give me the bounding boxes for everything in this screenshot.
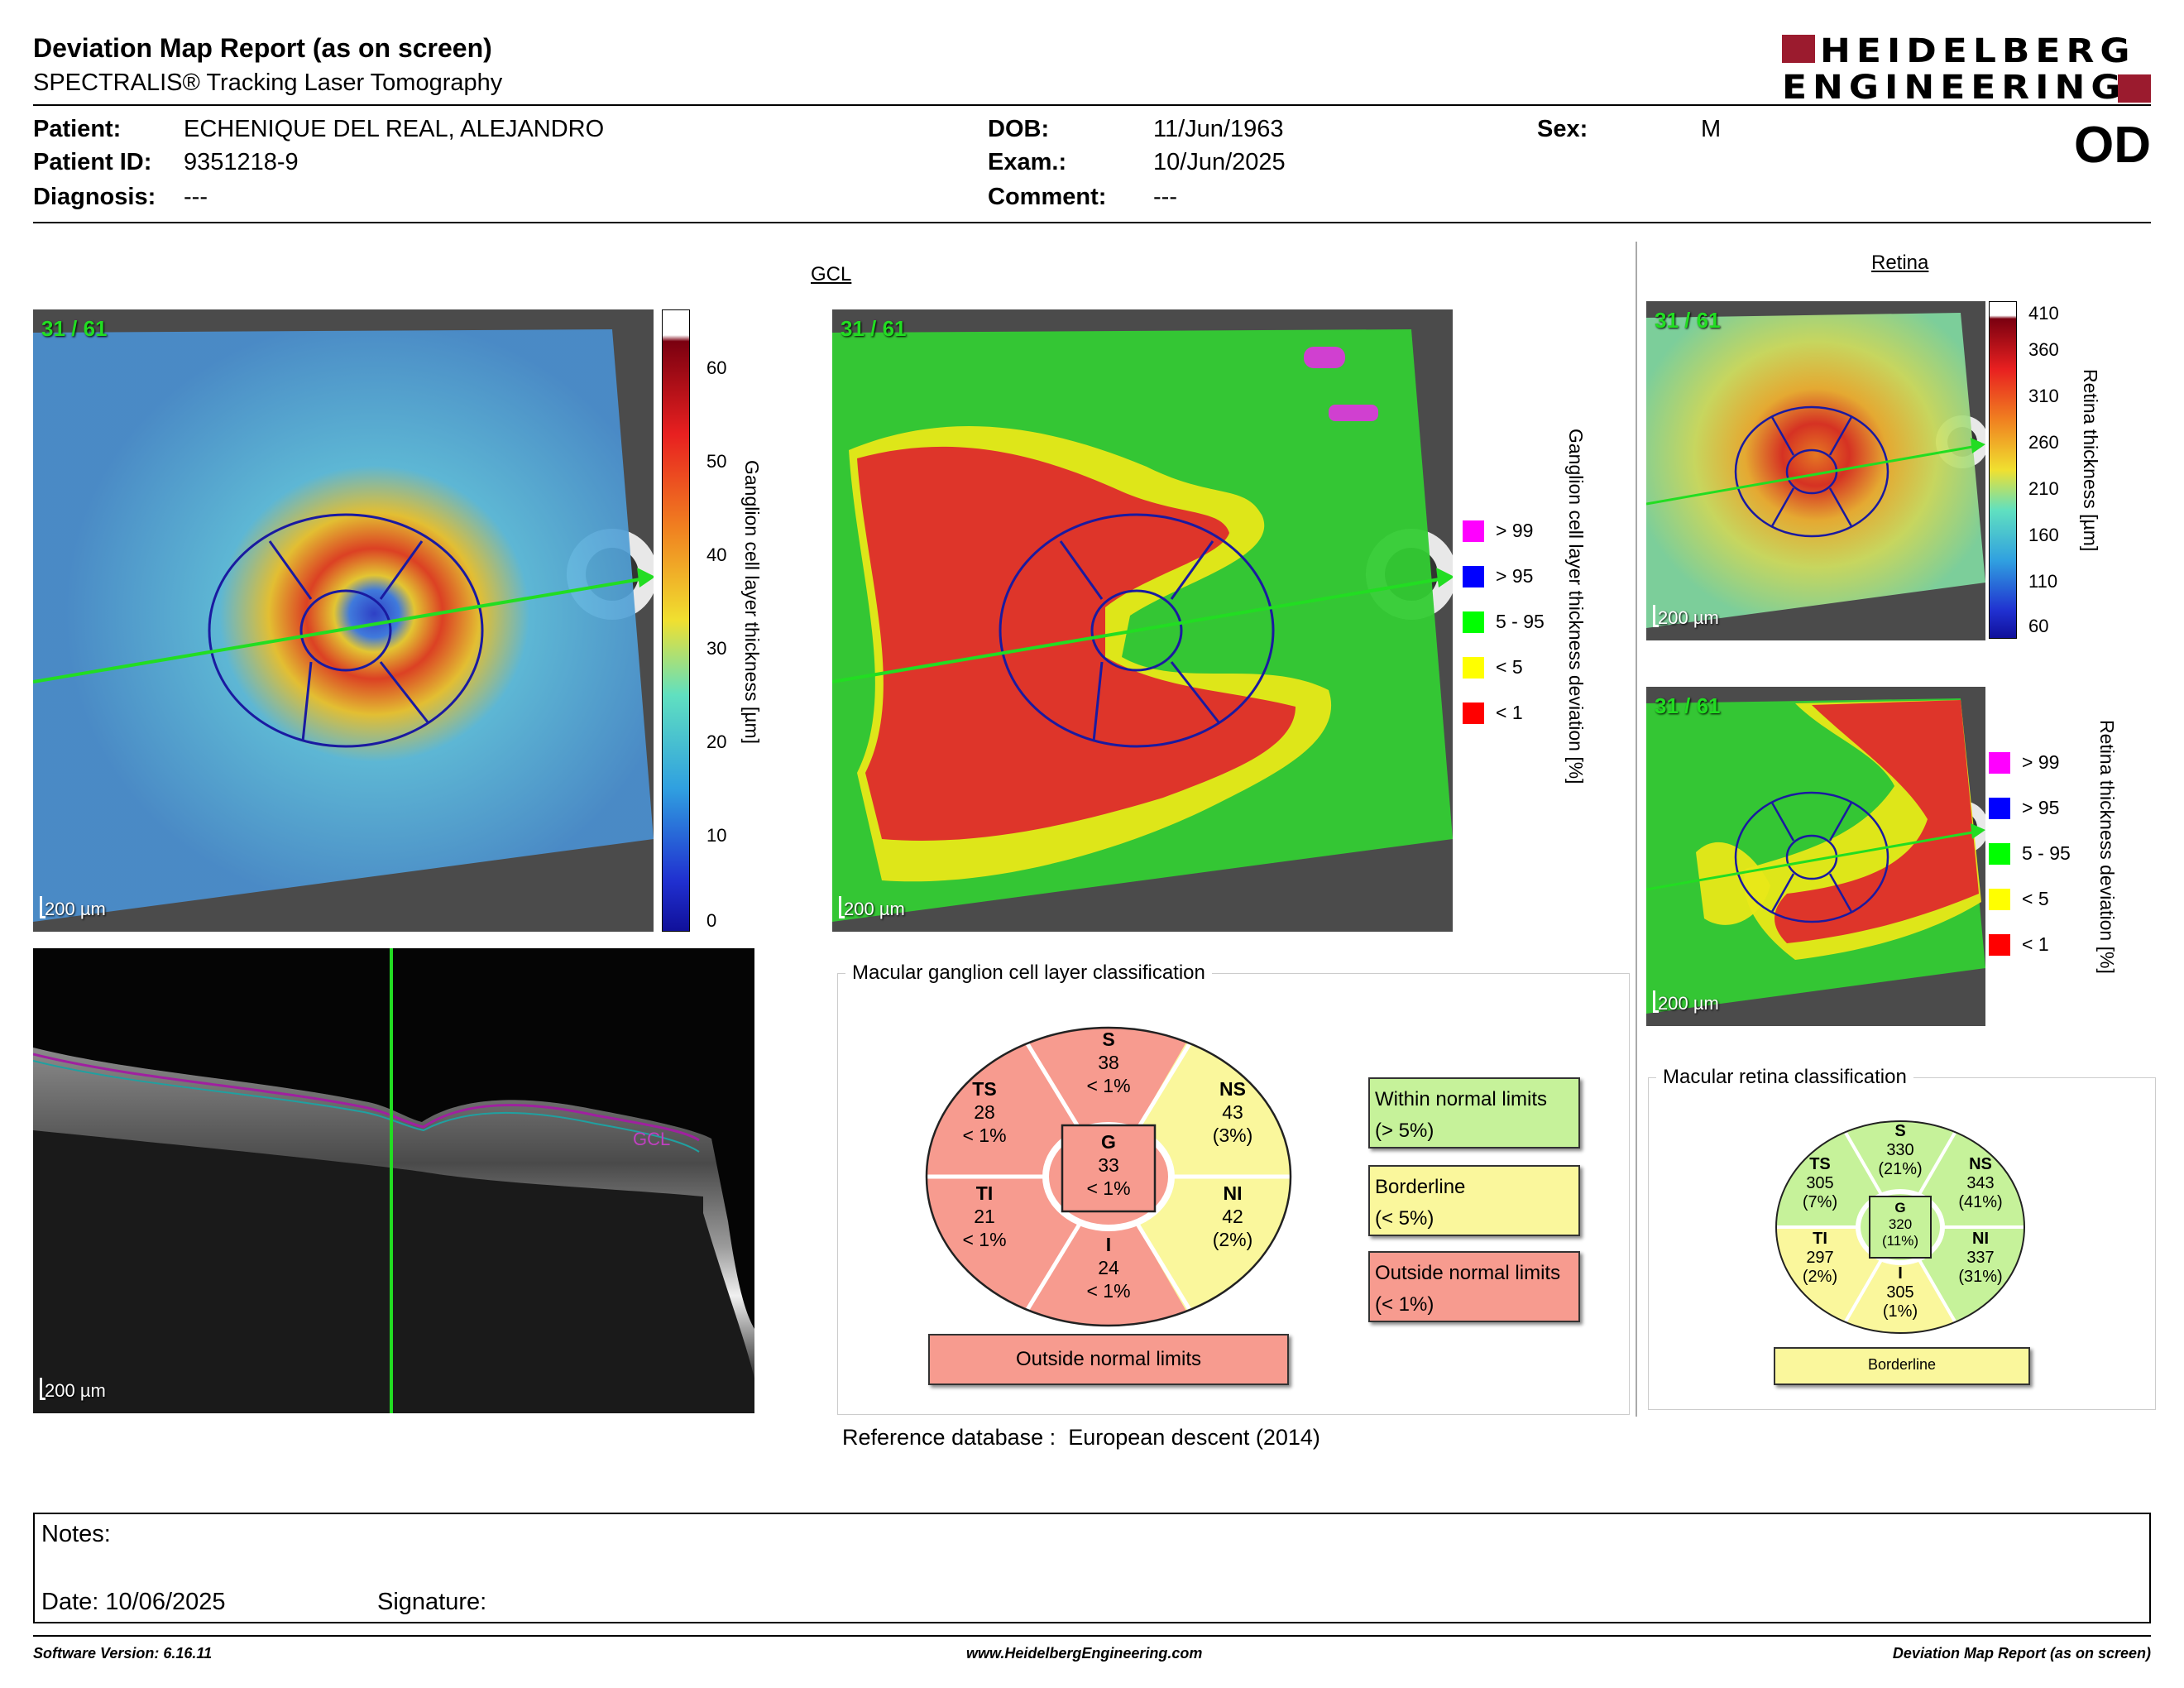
footer-rule [33, 1635, 2151, 1637]
gcl-map-frame-tag: 31 / 61 [41, 316, 108, 341]
retina-sector-ni: NI 337 (31%) [1958, 1230, 2003, 1286]
gcl-classification-panel [837, 973, 1630, 1415]
gcl-thickness-map[interactable]: 31 / 61 200 µm [33, 309, 654, 932]
report-title: Deviation Map Report (as on screen) [33, 33, 492, 63]
sex: M [1701, 116, 1722, 142]
legend-swatch-gt95 [1989, 797, 2010, 819]
gcl-thickness-colorbar [662, 309, 690, 932]
retina-sector-i: I 305 (1%) [1882, 1264, 1918, 1321]
gcl-deviation-frame-tag: 31 / 61 [841, 316, 907, 341]
retina-sector-ts: TS 305 (7%) [1802, 1155, 1838, 1211]
notes-label: Notes: [41, 1521, 111, 1547]
oct-scale: 200 µm [40, 1378, 106, 1401]
gcl-overall-classification: Outside normal limits [928, 1334, 1289, 1385]
gcl-deviation-axis-label: Ganglion cell layer thickness deviation … [1565, 429, 1587, 784]
legend-swatch-gt99 [1463, 520, 1484, 542]
retina-deviation-frame-tag: 31 / 61 [1655, 693, 1721, 718]
gcl-deviation-map[interactable]: 31 / 61 200 µm [832, 309, 1453, 932]
report-subtitle: SPECTRALIS® Tracking Laser Tomography [33, 70, 503, 96]
retina-thickness-axis-label: Retina thickness [µm] [2080, 369, 2101, 552]
gcl-thickness-axis-label: Ganglion cell layer thickness [µm] [741, 460, 763, 745]
retina-sector-ns: NS 343 (41%) [1958, 1155, 2003, 1211]
gcl-classification-title: Macular ganglion cell layer classificati… [845, 961, 1212, 985]
dob: 11/Jun/1963 [1153, 116, 1284, 142]
notes-box[interactable]: Notes: Date: 10/06/2025 Signature: [33, 1513, 2151, 1623]
legend-swatch-lt5 [1463, 656, 1484, 679]
gcl-sector-ns: NS 43 (3%) [1212, 1078, 1253, 1146]
section-divider [1636, 242, 1637, 1417]
gcl-sector-ts: TS 28 < 1% [962, 1078, 1007, 1146]
notes-date: Date: 10/06/2025 [41, 1589, 226, 1615]
gcl-sector-diagram: S 38 < 1% TS 28 < 1% NS 43 (3%) G 33 < 1% TI 21 < … [918, 1019, 1299, 1334]
website-link[interactable]: www.HeidelbergEngineering.com [966, 1645, 1203, 1662]
patient-rule [33, 222, 2151, 223]
retina-deviation-map[interactable]: 31 / 61 200 µm [1646, 687, 1985, 1026]
legend-within-normal: Within normal limits (> 5%) [1368, 1077, 1580, 1149]
retina-thickness-map[interactable]: 31 / 61 200 µm [1646, 301, 1985, 640]
signature-label: Signature: [377, 1589, 487, 1615]
gcl-section-title: GCL [811, 263, 852, 285]
legend-borderline: Borderline (< 5%) [1368, 1165, 1580, 1236]
retina-map-scale: 200 µm [1653, 605, 1719, 628]
retina-sector-g: G 320 (11%) [1881, 1200, 1919, 1249]
retina-overall-classification: Borderline [1774, 1347, 2030, 1385]
gcl-sector-i: I 24 < 1% [1086, 1234, 1131, 1302]
retina-sector-ti: TI 297 (2%) [1802, 1230, 1838, 1286]
legend-swatch-lt1 [1989, 933, 2010, 956]
retina-deviation-scale: 200 µm [1653, 990, 1719, 1014]
comment: --- [1153, 184, 1177, 210]
oct-bscan[interactable]: GCL 200 µm [33, 948, 754, 1413]
footer-report-name: Deviation Map Report (as on screen) [1892, 1645, 2151, 1662]
legend-swatch-gt99 [1989, 751, 2010, 774]
retina-section-title: Retina [1871, 252, 1929, 274]
retina-thickness-colorbar [1989, 301, 2017, 639]
retina-map-frame-tag: 31 / 61 [1655, 308, 1721, 333]
gcl-sector-g: G 33 < 1% [1086, 1131, 1131, 1199]
legend-swatch-5-95 [1989, 842, 2010, 865]
legend-swatch-lt5 [1989, 888, 2010, 910]
software-version: Software Version: 6.16.11 [33, 1645, 213, 1662]
exam-date: 10/Jun/2025 [1153, 149, 1286, 175]
retina-sector-s: S 330 (21%) [1878, 1122, 1923, 1178]
gcl-deviation-scale: 200 µm [839, 896, 905, 919]
legend-swatch-lt1 [1463, 702, 1484, 724]
reference-database: Reference database : European descent (2… [842, 1425, 1320, 1450]
legend-swatch-5-95 [1463, 611, 1484, 633]
oct-layer-label: GCL [633, 1129, 671, 1149]
retina-classification-title: Macular retina classification [1656, 1066, 1913, 1089]
patient-name: ECHENIQUE DEL REAL, ALEJANDRO [184, 116, 605, 142]
gcl-sector-ni: NI 42 (2%) [1212, 1182, 1253, 1250]
gcl-sector-s: S 38 < 1% [1086, 1029, 1131, 1096]
retina-deviation-axis-label: Retina thickness deviation [%] [2096, 720, 2118, 974]
eye-indicator: OD [2074, 117, 2151, 174]
header-rule [33, 104, 2151, 106]
legend-outside-normal: Outside normal limits (< 1%) [1368, 1251, 1580, 1322]
gcl-map-scale: 200 µm [40, 896, 106, 919]
retina-sector-diagram: S 330 (21%) TS 305 (7%) NS 343 (41%) G 320 (11%)… [1772, 1117, 2028, 1337]
patient-id: 9351218-9 [184, 149, 299, 175]
diagnosis: --- [184, 184, 208, 210]
legend-swatch-gt95 [1463, 565, 1484, 587]
gcl-sector-ti: TI 21 < 1% [962, 1182, 1007, 1250]
